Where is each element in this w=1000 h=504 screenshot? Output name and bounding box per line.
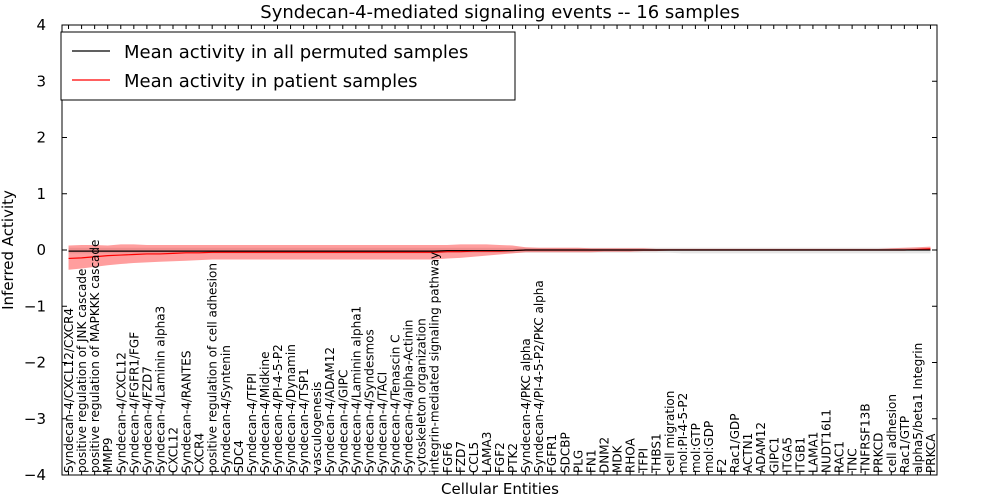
x-tick-label: ADAM12 bbox=[754, 422, 768, 473]
x-tick-label: MDK bbox=[611, 444, 625, 473]
y-tick-label: 3 bbox=[36, 72, 46, 90]
x-tick-label: CCL5 bbox=[467, 442, 481, 473]
legend: Mean activity in all permuted samples Me… bbox=[60, 31, 516, 101]
x-tick-label: CXCL12 bbox=[167, 427, 181, 473]
lines-layer bbox=[68, 248, 931, 260]
x-tick-label: PLG bbox=[571, 450, 585, 473]
x-tick-label: FGF2 bbox=[493, 442, 507, 473]
x-tick-label: MMP9 bbox=[101, 437, 115, 473]
x-tick-label: GIPC1 bbox=[767, 437, 781, 473]
x-tick-label: Syndecan-4/PI-4-5-P2/PKC alpha bbox=[532, 280, 546, 473]
x-tick-label: mol:GTP bbox=[689, 423, 703, 473]
x-tick-label: NUDT16L1 bbox=[819, 409, 833, 473]
x-tick-label: DNM2 bbox=[597, 437, 611, 473]
x-tick-label: TNFRSF13B bbox=[859, 403, 873, 474]
x-tick-label: RHOA bbox=[624, 437, 638, 473]
x-tick-label: Syndecan-4/Midkine bbox=[258, 352, 272, 473]
x-tick-label: cell adhesion bbox=[885, 394, 899, 473]
x-tick-label: Syndecan-4/CXCL12/CXCR4 bbox=[62, 308, 76, 473]
x-tick-label: SDC4 bbox=[232, 440, 246, 473]
y-tick-label: −1 bbox=[24, 297, 46, 315]
y-tick-label: 2 bbox=[36, 129, 46, 147]
x-tick-label: SDCBP bbox=[558, 432, 572, 473]
x-axis-label: Cellular Entities bbox=[441, 480, 559, 498]
x-tick-label: FN1 bbox=[584, 449, 598, 473]
x-tick-label: Rac1/GDP bbox=[728, 414, 742, 473]
axes-layer: 4 3 2 1 0 −1 −2 −3 −4 bbox=[24, 16, 938, 484]
x-tick-label: ACTN1 bbox=[741, 433, 755, 473]
legend-label-patient: Mean activity in patient samples bbox=[124, 71, 418, 92]
chart-title: Syndecan-4-mediated signaling events -- … bbox=[260, 2, 739, 23]
x-tick-label: LAMA1 bbox=[806, 432, 820, 473]
x-tick-label: FGF6 bbox=[441, 442, 455, 473]
y-tick-label: 0 bbox=[36, 241, 46, 259]
x-tick-label: FZD7 bbox=[454, 441, 468, 473]
legend-box bbox=[60, 31, 516, 101]
y-axis-label: Inferred Activity bbox=[0, 190, 17, 310]
x-tick-label: Syndecan-4/RANTES bbox=[180, 351, 194, 473]
x-tick-label: cell migration bbox=[663, 391, 677, 473]
x-tick-label: ITGA5 bbox=[780, 437, 794, 473]
x-tick-label: Syndecan-4/TFPI bbox=[245, 373, 259, 473]
x-tick-label: Syndecan-4/GIPC bbox=[336, 370, 350, 473]
x-tick-label: PRKCA bbox=[924, 433, 938, 473]
y-tick-label: −3 bbox=[24, 410, 46, 428]
x-tick-label: Syndecan-4/FZD7 bbox=[140, 366, 154, 473]
x-tick-label: Syndecan-4/Syndesmos bbox=[362, 329, 376, 473]
x-tick-label: TFPI bbox=[637, 448, 651, 474]
series-line-permuted bbox=[68, 249, 931, 252]
x-tick-label: ITGB1 bbox=[793, 437, 807, 473]
x-tick-label: mol:GDP bbox=[702, 421, 716, 473]
x-tick-label: integrin-mediated signaling pathway bbox=[428, 252, 442, 473]
x-tick-label: FGFR1 bbox=[545, 434, 559, 473]
labels-layer: Syndecan-4/CXCL12/CXCR4 positive regulati… bbox=[62, 240, 938, 474]
x-tick-label: Syndecan-4/Laminin alpha3 bbox=[153, 306, 167, 473]
x-tick-label: vasculogenesis bbox=[310, 382, 324, 473]
x-tick-label: Syndecan-4/Laminin alpha1 bbox=[349, 306, 363, 473]
x-tick-label: Syndecan-4/ADAM12 bbox=[323, 347, 337, 473]
x-tick-label: Syndecan-4/alpha-Actinin bbox=[402, 320, 416, 473]
y-tick-label: −2 bbox=[24, 354, 46, 372]
x-tick-label: CXCR4 bbox=[193, 433, 207, 473]
x-tick-label: cytoskeleton organization bbox=[415, 318, 429, 473]
x-tick-label: LAMA3 bbox=[480, 432, 494, 473]
x-tick-label: RAC1 bbox=[833, 441, 847, 473]
x-tick-label: positive regulation of JNK cascade bbox=[75, 269, 89, 473]
x-tick-label: F2 bbox=[715, 458, 729, 473]
y-tick-label: −4 bbox=[24, 466, 46, 484]
x-tick-label: PTK2 bbox=[506, 443, 520, 473]
x-tick-label: Syndecan-4/FGFR1/FGF bbox=[127, 332, 141, 473]
legend-label-permuted: Mean activity in all permuted samples bbox=[124, 42, 468, 63]
x-tick-label: Syndecan-4/TACI bbox=[375, 372, 389, 473]
x-tick-label: mol:PI-4-5-P2 bbox=[676, 393, 690, 473]
x-tick-label: Rac1/GTP bbox=[898, 416, 912, 473]
y-tick-label: 1 bbox=[36, 185, 46, 203]
x-tick-label: Syndecan-4/Dynamin bbox=[284, 344, 298, 473]
x-tick-label: Syndecan-4/PKC alpha bbox=[519, 338, 533, 473]
y-tick-label: 4 bbox=[36, 16, 46, 34]
x-tick-label: positive regulation of MAPKKK cascade bbox=[88, 240, 102, 473]
x-tick-label: THBS1 bbox=[650, 433, 664, 474]
x-tick-label: Syndecan-4/Syntenin bbox=[219, 345, 233, 473]
x-tick-label: alpha5/beta1 Integrin bbox=[911, 343, 925, 473]
x-tick-label: Syndecan-4/CXCL12 bbox=[114, 352, 128, 473]
x-tick-label: Syndecan-4/Tenascin C bbox=[389, 334, 403, 473]
x-tick-label: PRKCD bbox=[872, 433, 886, 473]
x-tick-label: positive regulation of cell adhesion bbox=[206, 263, 220, 473]
x-tick-label: TNC bbox=[846, 448, 860, 474]
x-tick-label: Syndecan-4/PI-4-5-P2 bbox=[271, 344, 285, 473]
x-tick-label: Syndecan-4/TSP1 bbox=[297, 368, 311, 473]
